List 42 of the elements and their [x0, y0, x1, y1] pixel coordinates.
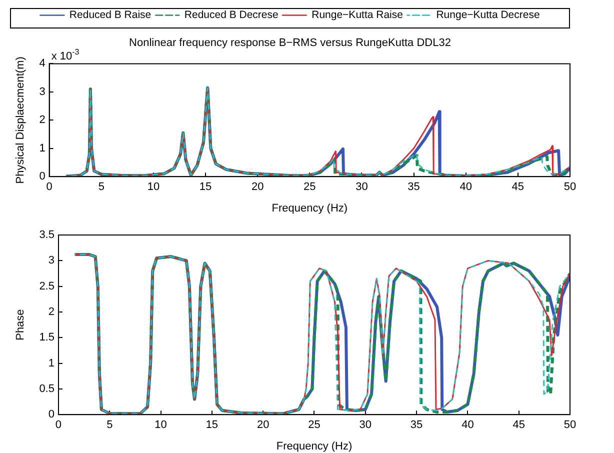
legend-label: Runge−Kutta Decrese	[436, 9, 540, 22]
legend-label: Runge−Kutta Raise	[312, 9, 404, 22]
y-tick-label: 4	[39, 58, 46, 70]
y-axis-title: Phase	[14, 309, 27, 340]
y-tick-label: 3	[48, 254, 54, 267]
x-tick-label: 35	[410, 419, 423, 432]
x-tick-label: 20	[251, 181, 264, 194]
x-axis-title: Frequency (Hz)	[276, 440, 352, 452]
x-tick-label: 45	[512, 181, 524, 194]
legend-label: Reduced B Decrese	[184, 9, 279, 22]
legend-label: Reduced B Raise	[69, 9, 152, 22]
x-tick-label: 20	[256, 419, 270, 432]
y-axis-title: Physical Displaecment(m)	[14, 56, 27, 184]
x-tick-label: 10	[147, 181, 160, 194]
x-tick-label: 5	[106, 419, 113, 432]
x-tick-label: 15	[199, 181, 212, 194]
x-tick-label: 50	[564, 419, 576, 432]
chart-title: Nonlinear frequency response B−RMS versus RungeKutta DDL32	[129, 37, 451, 50]
x-tick-label: 40	[460, 181, 472, 194]
y-tick-label: 0.5	[39, 382, 54, 395]
y-tick-label: 3	[39, 86, 46, 98]
y-tick-label: 2	[48, 306, 54, 318]
y-tick-label: 1	[48, 357, 54, 370]
x-tick-label: 35	[408, 181, 420, 194]
y-tick-label: 1.5	[39, 332, 54, 344]
x-tick-label: 50	[564, 181, 576, 194]
x-tick-label: 30	[359, 419, 372, 432]
y-tick-label: 2	[39, 114, 46, 126]
y-tick-label: 2.5	[39, 280, 54, 292]
y-tick-label: 3.5	[39, 229, 54, 242]
x-tick-label: 25	[308, 419, 320, 432]
x-tick-label: 40	[462, 419, 474, 432]
x-tick-label: 15	[206, 419, 218, 432]
y-tick-label: 1	[39, 142, 46, 154]
x-tick-label: 10	[154, 419, 167, 432]
x-tick-label: 45	[512, 419, 525, 432]
x-tick-label: 25	[304, 181, 316, 194]
y-tick-label: 0	[39, 170, 46, 183]
x-tick-label: 5	[98, 181, 104, 194]
y-tick-label: 0	[48, 408, 54, 421]
x-tick-label: 30	[356, 181, 368, 194]
x-axis-title: Frequency (Hz)	[272, 202, 348, 214]
